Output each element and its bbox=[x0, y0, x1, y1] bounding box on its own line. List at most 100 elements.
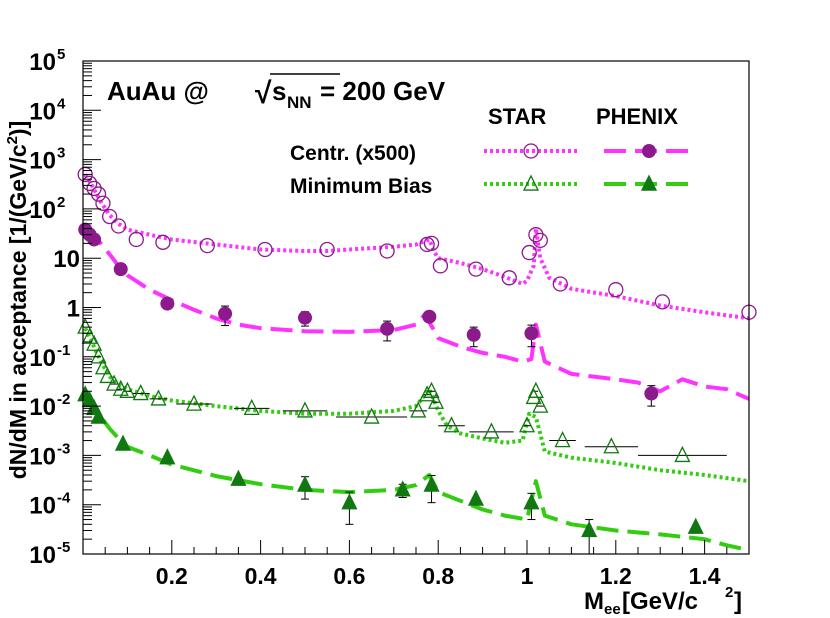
phenix-minimum-bias-data-point bbox=[423, 475, 440, 492]
star-minimum-bias-data-point bbox=[603, 437, 620, 454]
star-minimum-bias-data-point bbox=[99, 366, 116, 384]
y-tick-label: 10 bbox=[29, 49, 56, 76]
y-tick-label: 10 bbox=[29, 542, 56, 569]
star-centr-x500-cocktail-line bbox=[83, 173, 750, 321]
phenix-minimum-bias-data-point bbox=[581, 520, 598, 538]
axes-layer: 0.2 0.4 0.6 0.8 1 1.2 1.410 -510 -410 -310 -210 -11… bbox=[29, 46, 728, 589]
legend-phenix-marker-mb bbox=[640, 174, 658, 191]
phenix-minimum-bias-data-point bbox=[114, 434, 132, 451]
chart-title-sub: NN bbox=[287, 93, 312, 112]
star-minimum-bias-data-point bbox=[86, 334, 103, 351]
y-tick-label-exponent: 2 bbox=[57, 194, 65, 211]
star-minimum-bias-data-point bbox=[527, 381, 544, 398]
x-tick-label: 1 bbox=[521, 563, 534, 589]
phenix-minimum-bias-data-point bbox=[394, 480, 411, 497]
y-axis-title-text: dN/dM in acceptance [1/(GeV/c2)] bbox=[4, 121, 31, 480]
star-centr-x500-data-point bbox=[95, 195, 111, 211]
star-centr-x500-data-point bbox=[319, 241, 335, 258]
star-minimum-bias-data-point bbox=[419, 385, 436, 402]
star-minimum-bias-cocktail-line bbox=[83, 327, 750, 484]
star-centr-x500-data-point bbox=[468, 261, 484, 277]
phenix-minimum-bias-data-point bbox=[159, 448, 176, 465]
y-tick-label: 10 bbox=[29, 345, 56, 372]
x-axis-title-unit: [GeV/c bbox=[622, 588, 698, 615]
star-centr-x500-data-point bbox=[199, 237, 215, 254]
x-tick-label: 0.6 bbox=[333, 563, 365, 589]
star-minimum-bias-data-point bbox=[363, 407, 380, 424]
star-minimum-bias-data-point bbox=[119, 381, 136, 398]
x-tick-label: 0.4 bbox=[245, 563, 277, 589]
star-minimum-bias-data-point bbox=[518, 416, 536, 433]
phenix-centr-x500-cocktail-line bbox=[83, 228, 750, 401]
cocktail-lines-layer bbox=[83, 173, 750, 553]
legend-star-marker-centr bbox=[523, 143, 539, 159]
error-bars-layer bbox=[109, 299, 727, 555]
y-axis-title: dN/dM in acceptance [1/(GeV/c2)] bbox=[4, 121, 31, 480]
phenix-centr-x500-data-point bbox=[466, 327, 481, 342]
y-axis-title-close: )] bbox=[5, 121, 31, 136]
legend-phenix-marker-centr bbox=[642, 144, 656, 158]
phenix-minimum-bias-data-point bbox=[230, 469, 247, 486]
legend-label-mb: Minimum Bias bbox=[290, 175, 432, 198]
y-tick-label-exponent: -3 bbox=[57, 440, 70, 457]
star-centr-x500-data-point bbox=[155, 234, 171, 250]
y-tick-label-exponent: -4 bbox=[57, 490, 71, 507]
x-tick-label: 1.2 bbox=[600, 563, 632, 589]
star-minimum-bias-data-point bbox=[132, 384, 149, 401]
y-tick-label-exponent: -5 bbox=[57, 539, 70, 556]
y-tick-label: 10 bbox=[29, 394, 56, 421]
chart-title-energy: = 200 GeV bbox=[320, 76, 446, 106]
star-minimum-bias-data-point bbox=[150, 389, 167, 406]
x-axis-title-close: ] bbox=[734, 588, 742, 615]
star-minimum-bias-data-point bbox=[106, 374, 123, 391]
phenix-centr-x500-data-point bbox=[113, 262, 128, 277]
y-axis-title-sup: 2 bbox=[4, 136, 21, 144]
y-tick-label: 10 bbox=[29, 197, 56, 224]
phenix-minimum-bias-data-point bbox=[467, 489, 484, 506]
data-points-layer bbox=[77, 166, 757, 538]
star-minimum-bias-data-point bbox=[443, 416, 460, 433]
star-minimum-bias-data-point bbox=[554, 431, 571, 448]
x-axis-title-sup: 2 bbox=[725, 584, 733, 601]
star-minimum-bias-data-point bbox=[483, 422, 500, 439]
star-minimum-bias-data-point bbox=[674, 445, 691, 463]
star-centr-x500-data-point bbox=[608, 282, 624, 298]
phenix-centr-x500-data-point bbox=[298, 310, 312, 325]
star-minimum-bias-data-point bbox=[90, 347, 107, 364]
star-minimum-bias-data-point bbox=[423, 381, 440, 398]
plot-frame bbox=[82, 60, 750, 555]
star-minimum-bias-data-point bbox=[185, 394, 203, 411]
phenix-centr-x500-data-point bbox=[380, 321, 395, 336]
star-centr-x500-data-point bbox=[501, 270, 517, 286]
star-centr-x500-data-point bbox=[110, 218, 127, 234]
chart-title-sqrt: √ bbox=[255, 77, 272, 110]
legend-swatches bbox=[484, 143, 694, 191]
star-minimum-bias-data-point bbox=[94, 358, 112, 375]
star-minimum-bias-data-point bbox=[81, 327, 98, 344]
y-tick-label: 10 bbox=[29, 443, 56, 470]
x-axis-title-main: M bbox=[584, 588, 604, 615]
y-tick-label-exponent: 5 bbox=[57, 46, 65, 63]
star-centr-x500-data-point bbox=[521, 244, 537, 261]
legend-star-marker-mb bbox=[522, 174, 540, 191]
legend-header-star: STAR bbox=[488, 104, 546, 129]
legend-label-centr: Centr. (x500) bbox=[290, 142, 416, 165]
x-axis-title: M ee [GeV/c 2 ] bbox=[584, 584, 742, 618]
y-tick-label: 10 bbox=[29, 148, 56, 175]
star-minimum-bias-data-point bbox=[243, 398, 260, 416]
x-tick-label: 0.2 bbox=[156, 563, 188, 589]
star-centr-x500-data-point bbox=[128, 231, 144, 248]
chart-title-system: AuAu @ bbox=[107, 76, 209, 106]
y-tick-label-exponent: -1 bbox=[57, 342, 70, 359]
x-tick-label: 1.4 bbox=[689, 563, 721, 589]
phenix-minimum-bias-data-point bbox=[523, 493, 540, 510]
legend-header-phenix: PHENIX bbox=[596, 104, 678, 129]
star-centr-x500-data-point bbox=[654, 294, 671, 310]
phenix-minimum-bias-data-point bbox=[90, 407, 107, 424]
x-tick-label: 0.8 bbox=[422, 563, 454, 589]
y-tick-label-exponent: 4 bbox=[57, 95, 66, 112]
legend: STAR PHENIX Centr. (x500) Minimum Bias bbox=[290, 104, 694, 198]
phenix-minimum-bias-data-point bbox=[296, 475, 314, 492]
phenix-centr-x500-data-point bbox=[160, 296, 175, 311]
